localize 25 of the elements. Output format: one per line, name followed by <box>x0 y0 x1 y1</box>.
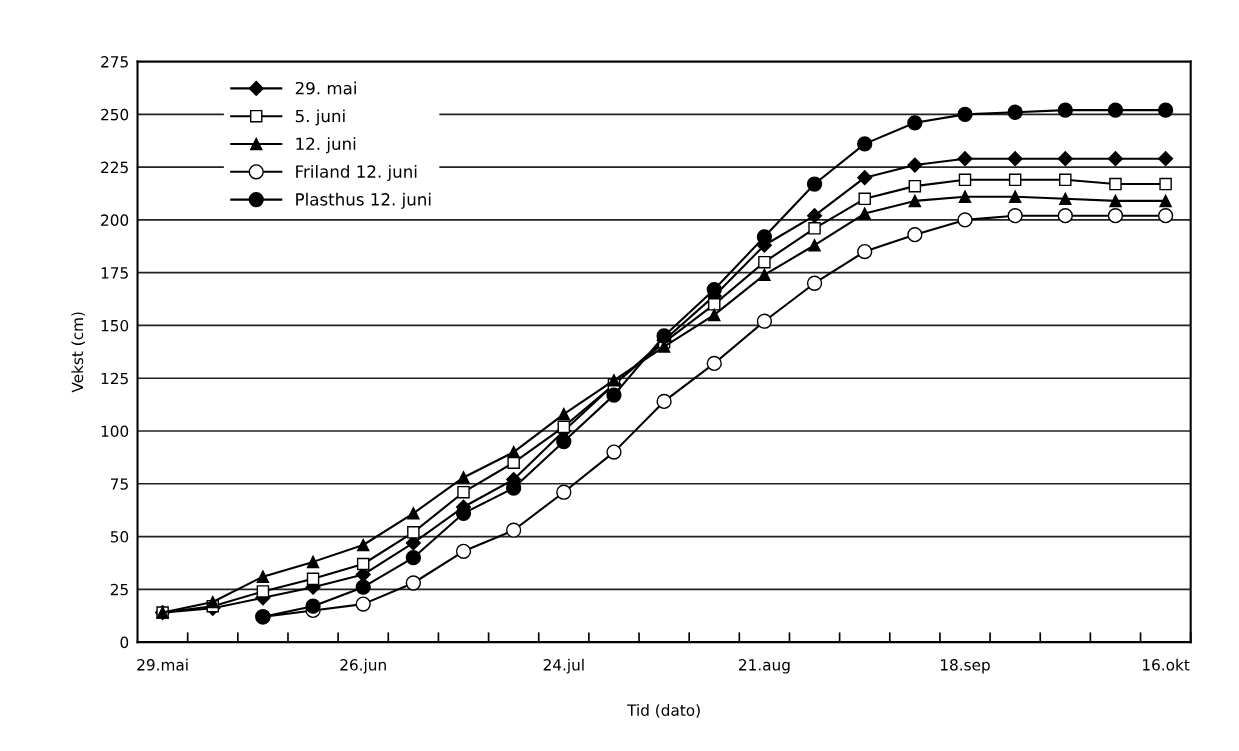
y-tick-label: 0 <box>120 636 129 649</box>
y-tick-label: 275 <box>101 56 128 68</box>
x-axis-title: Tid (dato) <box>627 704 700 718</box>
x-tick-label: 16.okt <box>1143 658 1190 671</box>
legend-label: 5. juni <box>295 109 345 126</box>
x-tick-label: 26.jun <box>340 658 386 674</box>
y-tick-label: 50 <box>110 531 129 543</box>
legend-label: Plasthus 12. juni <box>296 192 431 209</box>
y-tick-label: 200 <box>101 214 129 226</box>
y-tick-label: 225 <box>101 161 128 174</box>
legend-label: 29. mai <box>295 81 356 95</box>
y-axis-title: Vekst (cm) <box>71 312 85 393</box>
x-tick-label: 24.jul <box>543 658 584 674</box>
y-tick-label: 75 <box>111 478 128 490</box>
y-tick-label: 100 <box>101 425 129 438</box>
y-tick-label: 175 <box>101 267 128 279</box>
y-tick-label: 150 <box>101 319 129 332</box>
legend-label: 12. juni <box>296 137 356 154</box>
y-tick-label: 125 <box>101 372 128 385</box>
y-tick-label: 250 <box>101 108 129 121</box>
legend-label: Friland 12. juni <box>296 164 417 182</box>
x-tick-label: 21.aug <box>739 659 790 674</box>
x-tick-label: 18.sep <box>941 659 990 674</box>
x-tick-label: 29.mai <box>137 658 188 671</box>
y-tick-label: 25 <box>110 583 128 596</box>
